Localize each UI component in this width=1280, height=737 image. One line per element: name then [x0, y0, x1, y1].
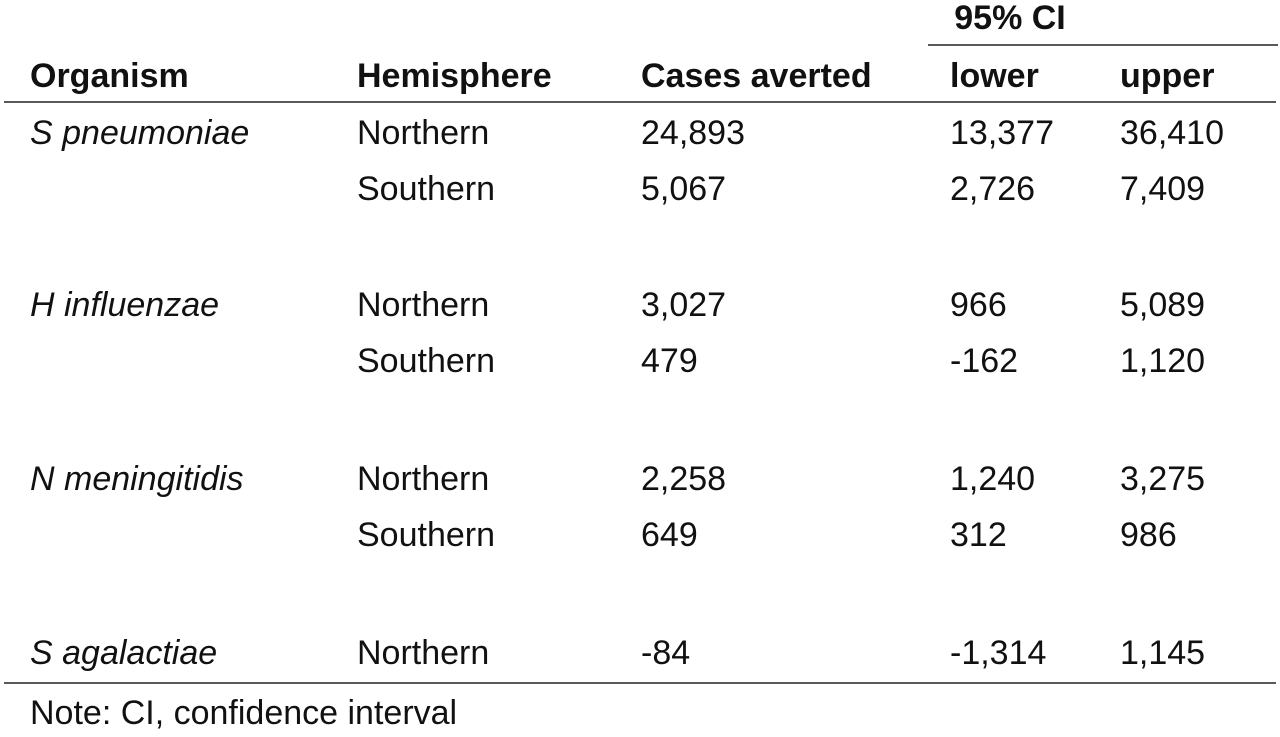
cell: Northern — [357, 634, 489, 672]
cell: 5,067 — [641, 170, 726, 208]
cell: 7,409 — [1120, 170, 1205, 208]
cell: 2,258 — [641, 460, 726, 498]
cell: Southern — [357, 516, 495, 554]
organism: H influenzae — [30, 286, 219, 324]
cell: -162 — [950, 342, 1018, 380]
column-header: lower — [950, 57, 1039, 95]
cell: Northern — [357, 460, 489, 498]
cell: 24,893 — [641, 114, 745, 152]
organism: S agalactiae — [30, 634, 217, 672]
cell: -1,314 — [950, 634, 1046, 672]
cell: 986 — [1120, 516, 1177, 554]
cell: 312 — [950, 516, 1007, 554]
column-header: Organism — [30, 57, 189, 95]
cell: 649 — [641, 516, 698, 554]
cell: Northern — [357, 286, 489, 324]
cell: 479 — [641, 342, 698, 380]
cell: Southern — [357, 170, 495, 208]
column-header: Hemisphere — [357, 57, 552, 95]
cell: Southern — [357, 342, 495, 380]
cell: 3,275 — [1120, 460, 1205, 498]
cell: 1,145 — [1120, 634, 1205, 672]
column-header: upper — [1120, 57, 1214, 95]
cell: 1,240 — [950, 460, 1035, 498]
cell: -84 — [641, 634, 690, 672]
cell: 13,377 — [950, 114, 1054, 152]
cell: Northern — [357, 114, 489, 152]
cell: 1,120 — [1120, 342, 1205, 380]
cell: 2,726 — [950, 170, 1035, 208]
cell: 5,089 — [1120, 286, 1205, 324]
cell: 3,027 — [641, 286, 726, 324]
column-header: Cases averted — [641, 57, 872, 95]
organism: N meningitidis — [30, 460, 244, 498]
note: Note: CI, confidence interval — [30, 694, 457, 732]
organism: S pneumoniae — [30, 114, 249, 152]
span-header: 95% CI — [954, 0, 1066, 37]
cell: 966 — [950, 286, 1007, 324]
cell: 36,410 — [1120, 114, 1224, 152]
